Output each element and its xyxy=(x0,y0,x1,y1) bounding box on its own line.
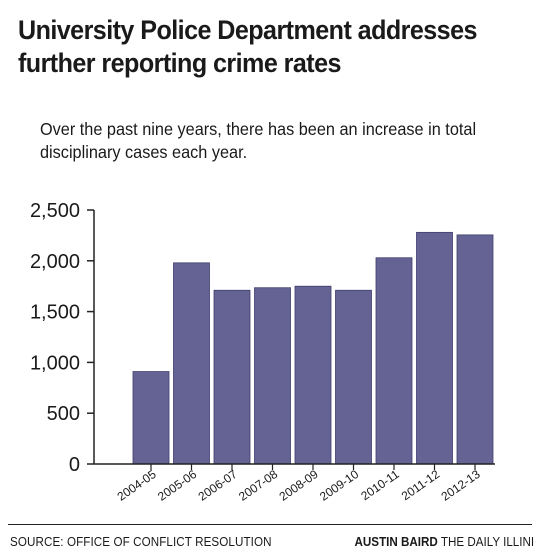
bar-2008-09 xyxy=(294,285,332,465)
headline: University Police Department addresses f… xyxy=(18,15,477,78)
x-tick-label-2010-11: 2010-11 xyxy=(358,467,402,503)
bar-2004-05 xyxy=(132,371,170,465)
byline: AUSTIN BAIRD THE DAILY ILLINI xyxy=(354,535,534,549)
x-tick-label-2007-08: 2007-08 xyxy=(236,467,280,504)
bar-2005-06 xyxy=(173,262,210,465)
y-tick-labels: 0 500 1,000 1,500 2,000 2,500 xyxy=(30,200,80,476)
y-tick-label-2000: 2,000 xyxy=(30,251,80,273)
y-tick-label-0: 0 xyxy=(69,454,80,476)
y-tick-label-500: 500 xyxy=(47,403,80,425)
byline-publication: THE DAILY ILLINI xyxy=(440,535,534,549)
x-tick-label-2008-09: 2008-09 xyxy=(277,467,321,504)
bar-2009-10 xyxy=(335,289,372,465)
bar-2011-12 xyxy=(416,231,453,465)
x-tick-label-2006-07: 2006-07 xyxy=(196,467,240,504)
x-tick-label-2009-10: 2009-10 xyxy=(317,467,361,504)
byline-author: AUSTIN BAIRD xyxy=(354,535,438,549)
bars-group xyxy=(132,231,494,465)
bar-2012-13 xyxy=(456,234,494,465)
x-tick-label-2005-06: 2005-06 xyxy=(155,467,199,504)
y-tick-label-1500: 1,500 xyxy=(30,302,80,324)
x-tick-labels: 2004-052005-062006-072007-082008-092009-… xyxy=(115,467,483,504)
footer-divider xyxy=(8,524,532,525)
x-tick-label-2004-05: 2004-05 xyxy=(115,467,159,504)
chart-subtitle: Over the past nine years, there has been… xyxy=(40,119,477,162)
x-tick-label-2011-12: 2011-12 xyxy=(399,467,443,503)
axes-group xyxy=(87,209,495,470)
source-credit: SOURCE: OFFICE OF CONFLICT RESOLUTION xyxy=(10,535,272,549)
bar-2007-08 xyxy=(254,287,291,465)
y-tick-label-2500: 2,500 xyxy=(30,200,80,222)
y-tick-label-1000: 1,000 xyxy=(30,352,80,374)
bar-2006-07 xyxy=(213,289,251,465)
bar-2010-11 xyxy=(375,257,413,465)
x-tick-label-2012-13: 2012-13 xyxy=(439,467,483,504)
